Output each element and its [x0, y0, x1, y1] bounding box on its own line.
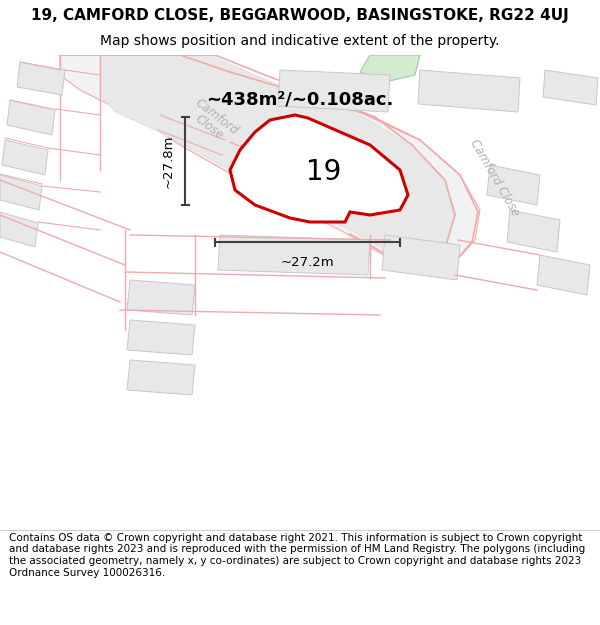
Polygon shape — [537, 255, 590, 295]
Polygon shape — [2, 140, 48, 175]
Polygon shape — [360, 55, 420, 82]
Polygon shape — [487, 165, 540, 205]
Polygon shape — [17, 62, 65, 95]
Polygon shape — [127, 280, 195, 315]
Polygon shape — [100, 55, 455, 257]
Text: ~27.2m: ~27.2m — [281, 256, 334, 269]
Polygon shape — [507, 210, 560, 252]
Text: Contains OS data © Crown copyright and database right 2021. This information is : Contains OS data © Crown copyright and d… — [9, 533, 585, 578]
Polygon shape — [278, 70, 390, 112]
Polygon shape — [218, 235, 370, 275]
Text: 19, CAMFORD CLOSE, BEGGARWOOD, BASINGSTOKE, RG22 4UJ: 19, CAMFORD CLOSE, BEGGARWOOD, BASINGSTO… — [31, 8, 569, 23]
Text: ~27.8m: ~27.8m — [162, 134, 175, 188]
Polygon shape — [0, 175, 42, 210]
Polygon shape — [0, 212, 38, 247]
Polygon shape — [127, 360, 195, 395]
Text: Map shows position and indicative extent of the property.: Map shows position and indicative extent… — [100, 34, 500, 48]
Polygon shape — [60, 55, 480, 270]
Text: ~438m²/~0.108ac.: ~438m²/~0.108ac. — [206, 91, 394, 109]
Text: Camford Close: Camford Close — [468, 138, 522, 219]
Polygon shape — [7, 100, 55, 135]
Polygon shape — [127, 320, 195, 355]
Text: Camford
Close: Camford Close — [185, 96, 241, 148]
Polygon shape — [382, 235, 460, 280]
Polygon shape — [418, 70, 520, 112]
Polygon shape — [543, 70, 598, 105]
Text: 19: 19 — [306, 158, 341, 186]
Polygon shape — [230, 115, 408, 222]
